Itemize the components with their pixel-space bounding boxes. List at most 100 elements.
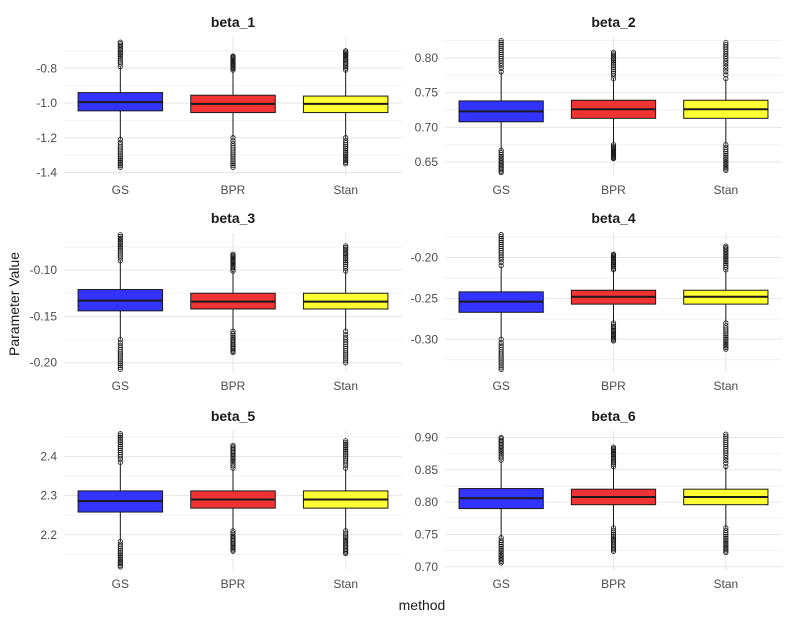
outlier-point [343,259,349,265]
outlier-point [498,434,504,441]
outlier-point [498,237,504,243]
outlier-point [343,147,349,154]
outlier-point [610,54,617,60]
outlier-point [610,51,617,57]
outlier-point [498,560,504,566]
outlier-point [723,329,729,335]
outlier-point [723,72,729,78]
outlier-point [498,550,504,556]
y-tick-label: 0.75 [415,86,439,100]
outlier-point [723,539,729,545]
outlier-point [723,535,729,541]
x-tick-label: GS [492,577,509,591]
outlier-point [343,456,349,462]
y-tick-label: -1.0 [36,96,57,110]
outlier-point [610,52,617,59]
y-tick-label: -1.4 [36,166,57,180]
box-gs [77,431,164,570]
outlier-point [723,460,729,466]
outlier-point [498,359,504,365]
outlier-point [230,444,236,450]
outlier-point [610,63,617,69]
outlier-point [343,452,349,458]
outlier-point [343,445,349,451]
outlier-point [117,441,123,448]
outlier-point [117,359,123,365]
panel-title: beta_6 [591,408,636,424]
outlier-point [117,556,123,562]
outlier-point [723,341,729,347]
outlier-point [498,365,504,371]
outlier-point [610,529,617,536]
outlier-point [117,547,123,553]
box-bpr [190,251,276,356]
outlier-point [343,549,349,555]
y-tick-label: 0.75 [415,527,439,541]
outlier-point [723,533,729,540]
y-tick-label: -0.8 [36,61,57,75]
outlier-point [610,251,617,257]
outlier-point [498,558,504,564]
outlier-point [230,445,236,451]
outlier-point [117,436,123,442]
outlier-point [343,450,349,456]
outlier-point [117,242,123,248]
outlier-point [343,246,349,252]
outlier-point [723,259,729,265]
outlier-point [230,548,236,554]
outlier-point [498,239,504,245]
outlier-point [723,346,729,352]
outlier-point [723,63,729,69]
outlier-point [723,166,729,172]
outlier-point [498,549,504,555]
outlier-point [343,159,349,165]
outlier-point [343,448,349,454]
panel-title: beta_2 [591,14,636,30]
outlier-point [343,261,349,267]
y-tick-label: -1.2 [36,131,57,145]
outlier-point [498,543,504,549]
outlier-point [117,364,123,371]
outlier-point [117,154,123,160]
outlier-point [343,446,349,452]
outlier-point [498,151,504,158]
y-tick-label: 0.65 [415,155,439,169]
outlier-point [230,459,236,465]
outlier-point [230,251,236,257]
outlier-point [117,562,123,568]
x-tick-label: BPR [221,577,246,591]
outlier-point [610,68,617,75]
y-tick-label: -0.10 [30,263,58,277]
outlier-point [723,147,729,153]
y-tick-label: 0.90 [415,430,439,444]
panel-beta-6: 0.70 0.75 0.80 0.85 0.90 beta_6 GS BPR Stan [415,408,782,591]
x-tick-label: GS [112,577,129,591]
panel-beta-4: -0.30 -0.25 -0.20 beta_4 GS BPR Stan [411,210,782,393]
outlier-point [610,59,617,65]
outlier-point [723,262,729,268]
y-tick-label: 2.2 [40,528,57,542]
outlier-point [343,144,349,150]
outlier-point [723,338,729,344]
box-stan [302,438,389,557]
outlier-point [343,256,349,262]
outlier-point [498,453,504,459]
outlier-point [343,441,349,447]
outlier-point [230,159,236,165]
outlier-point [610,533,617,539]
outlier-point [343,454,349,460]
outlier-point [117,61,123,67]
outlier-point [117,163,123,169]
outlier-point [723,339,729,346]
x-tick-label: BPR [221,379,246,393]
box-bpr [570,251,657,344]
outlier-point [117,431,123,437]
outlier-point [610,61,617,67]
outlier-point [723,435,729,441]
outlier-point [498,65,504,72]
outlier-point [343,334,349,340]
box-bpr [190,442,276,554]
outlier-point [723,154,729,160]
panel-beta-2: 0.65 0.70 0.75 0.80 beta_2 GS BPR Stan [415,14,782,197]
